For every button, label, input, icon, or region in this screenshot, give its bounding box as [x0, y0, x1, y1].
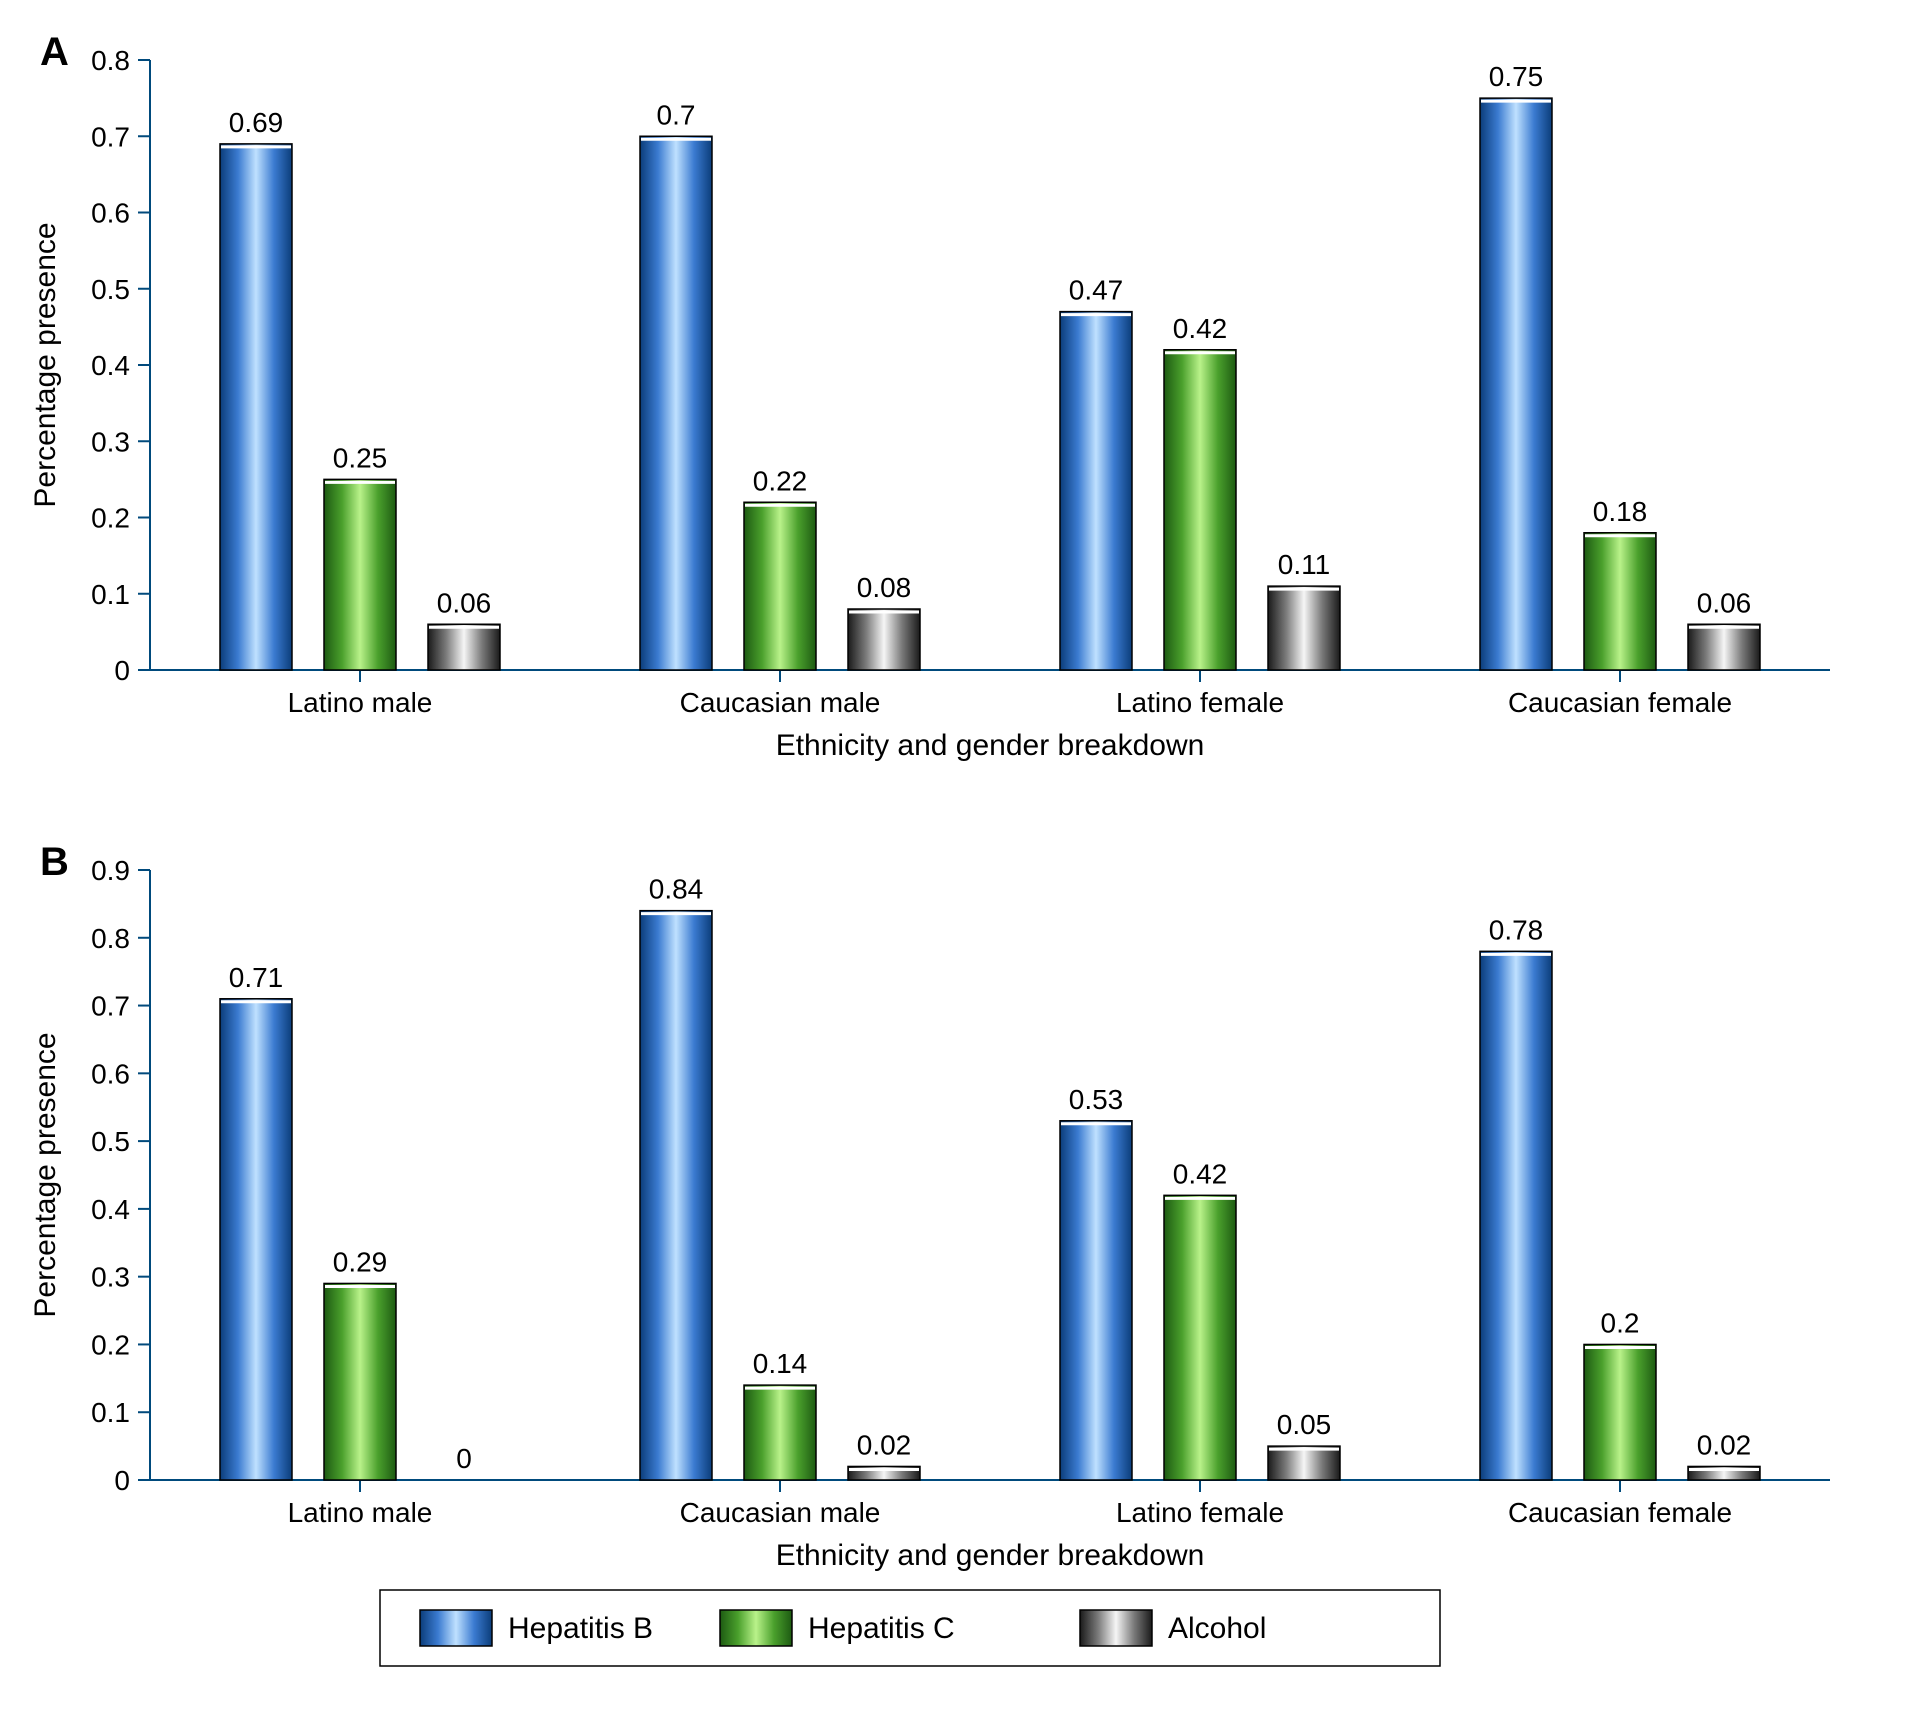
- y-tick-label: 0.4: [91, 1194, 130, 1225]
- bar-value-label: 0.18: [1593, 496, 1648, 527]
- x-tick-label: Caucasian female: [1508, 687, 1732, 718]
- bar-value-label: 0.14: [753, 1348, 808, 1379]
- bar: [744, 1385, 816, 1480]
- y-axis-label: Percentage presence: [29, 222, 62, 507]
- legend: Hepatitis B Hepatitis C Alcohol: [380, 1590, 1440, 1666]
- bar: [640, 911, 712, 1480]
- bar: [1688, 624, 1760, 670]
- bar-value-label: 0: [456, 1443, 472, 1474]
- x-axis-label: Ethnicity and gender breakdown: [776, 729, 1205, 762]
- y-tick-label: 0.7: [91, 991, 130, 1022]
- bar: [744, 502, 816, 670]
- bar: [1060, 312, 1132, 670]
- bar: [1480, 98, 1552, 670]
- bar: [1584, 1344, 1656, 1480]
- bar-value-label: 0.06: [1697, 587, 1752, 618]
- y-tick-label: 0: [114, 655, 130, 686]
- bar: [324, 479, 396, 670]
- bar-value-label: 0.42: [1173, 313, 1228, 344]
- bar-value-label: 0.7: [657, 99, 696, 130]
- bar-value-label: 0.78: [1489, 914, 1544, 945]
- bar-value-label: 0.06: [437, 587, 492, 618]
- bar: [220, 999, 292, 1480]
- legend-label: Alcohol: [1168, 1612, 1266, 1645]
- x-tick-label: Latino male: [288, 687, 433, 718]
- legend-swatch: [720, 1610, 792, 1646]
- legend-swatch: [1080, 1610, 1152, 1646]
- bar-value-label: 0.02: [1697, 1429, 1752, 1460]
- bar-value-label: 0.42: [1173, 1158, 1228, 1189]
- x-axis-label: Ethnicity and gender breakdown: [776, 1539, 1205, 1572]
- bar-value-label: 0.2: [1601, 1307, 1640, 1338]
- bar-value-label: 0.11: [1278, 549, 1330, 580]
- x-tick-label: Latino female: [1116, 687, 1284, 718]
- bar: [324, 1283, 396, 1480]
- bar: [1060, 1121, 1132, 1480]
- x-tick-label: Latino female: [1116, 1497, 1284, 1528]
- panel-label-b: B: [40, 840, 69, 885]
- bar: [1164, 1195, 1236, 1480]
- y-axis-label: Percentage presence: [29, 1032, 62, 1317]
- y-tick-label: 0.7: [91, 121, 130, 152]
- y-tick-label: 0.6: [91, 1058, 130, 1089]
- y-tick-label: 0.4: [91, 350, 130, 381]
- y-tick-label: 0.5: [91, 1126, 130, 1157]
- bar: [1268, 586, 1340, 670]
- y-tick-label: 0.1: [91, 579, 130, 610]
- bar-value-label: 0.53: [1069, 1084, 1124, 1115]
- y-tick-label: 0: [114, 1465, 130, 1496]
- x-tick-label: Caucasian female: [1508, 1497, 1732, 1528]
- y-tick-label: 0.2: [91, 1329, 130, 1360]
- legend-label: Hepatitis B: [508, 1612, 653, 1645]
- panel-A: 0 0.1 0.2 0.3 0.4 0.5 0.6 0.7 0.8 Percentage pres…: [29, 45, 1830, 762]
- bar: [640, 136, 712, 670]
- legend-swatch: [420, 1610, 492, 1646]
- y-tick-label: 0.3: [91, 426, 130, 457]
- bar: [1164, 350, 1236, 670]
- y-tick-label: 0.3: [91, 1262, 130, 1293]
- y-tick-label: 0.8: [91, 923, 130, 954]
- x-tick-label: Caucasian male: [680, 687, 881, 718]
- panel-B: 0 0.1 0.2 0.3 0.4 0.5 0.6 0.7 0.8 0.9 Percentage p…: [29, 855, 1830, 1572]
- bar-value-label: 0.47: [1069, 275, 1124, 306]
- bar: [428, 624, 500, 670]
- bar: [220, 144, 292, 670]
- bar-value-label: 0.22: [753, 465, 808, 496]
- bar-value-label: 0.29: [333, 1246, 388, 1277]
- y-tick-label: 0.2: [91, 503, 130, 534]
- bar-value-label: 0.84: [649, 874, 704, 905]
- x-tick-label: Latino male: [288, 1497, 433, 1528]
- bar-value-label: 0.05: [1277, 1409, 1332, 1440]
- charts-svg: 0 0.1 0.2 0.3 0.4 0.5 0.6 0.7 0.8 Percentage pres…: [0, 0, 1932, 1735]
- bar-value-label: 0.75: [1489, 61, 1544, 92]
- bar-value-label: 0.25: [333, 442, 388, 473]
- y-tick-label: 0.1: [91, 1397, 130, 1428]
- y-tick-label: 0.9: [91, 855, 130, 886]
- legend-label: Hepatitis C: [808, 1612, 955, 1645]
- x-tick-label: Caucasian male: [680, 1497, 881, 1528]
- figure-container: { "figure": { "width": 1932, "height": 1…: [0, 0, 1932, 1735]
- y-tick-label: 0.8: [91, 45, 130, 76]
- y-tick-label: 0.5: [91, 274, 130, 305]
- bar: [848, 609, 920, 670]
- bar: [1480, 951, 1552, 1480]
- bar: [1584, 533, 1656, 670]
- panel-label-a: A: [40, 30, 69, 75]
- y-tick-label: 0.6: [91, 198, 130, 229]
- bar-value-label: 0.02: [857, 1429, 912, 1460]
- bar-value-label: 0.71: [229, 962, 284, 993]
- bar: [1268, 1446, 1340, 1480]
- bar-value-label: 0.08: [857, 572, 912, 603]
- bar-value-label: 0.69: [229, 107, 284, 138]
